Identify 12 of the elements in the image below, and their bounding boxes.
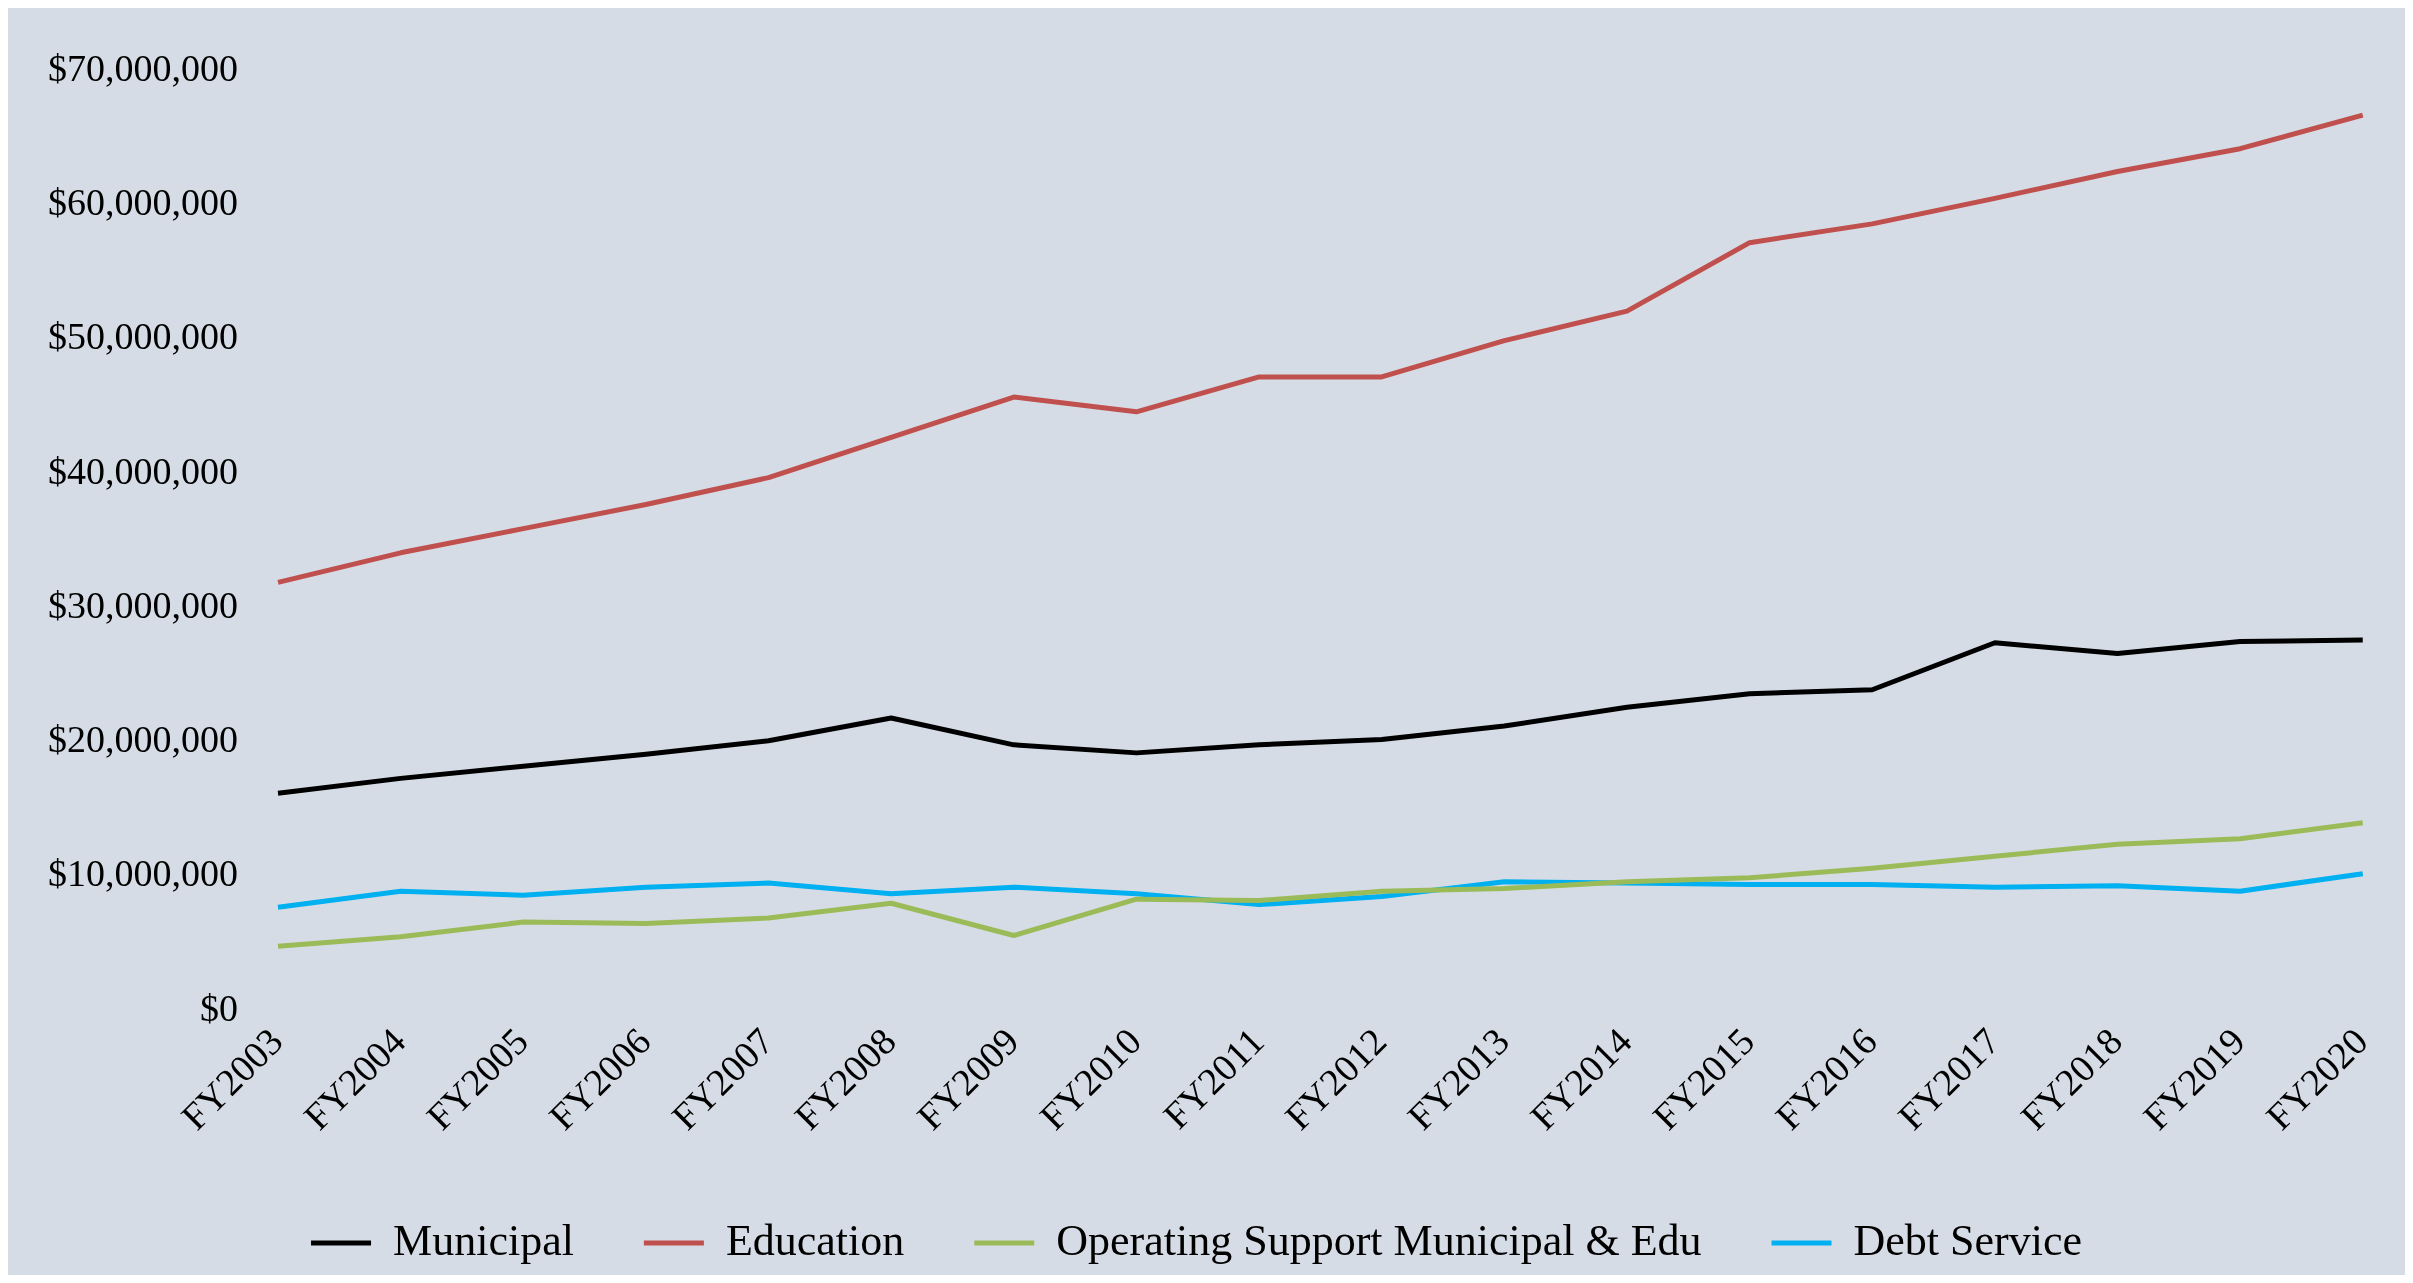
y-tick-label: $40,000,000 xyxy=(48,449,238,492)
legend-label: Education xyxy=(725,1215,905,1265)
y-tick-label: $20,000,000 xyxy=(48,718,238,761)
legend-label: Debt Service xyxy=(1853,1215,2082,1265)
legend-label: Municipal xyxy=(393,1215,574,1265)
y-tick-label: $50,000,000 xyxy=(48,315,238,358)
y-tick-label: $30,000,000 xyxy=(48,583,238,626)
legend-label: Operating Support Municipal & Edu xyxy=(1056,1215,1702,1265)
y-tick-label: $70,000,000 xyxy=(48,46,238,89)
y-tick-label: $0 xyxy=(200,986,238,1029)
y-tick-label: $10,000,000 xyxy=(48,852,238,895)
y-tick-label: $60,000,000 xyxy=(48,181,238,224)
